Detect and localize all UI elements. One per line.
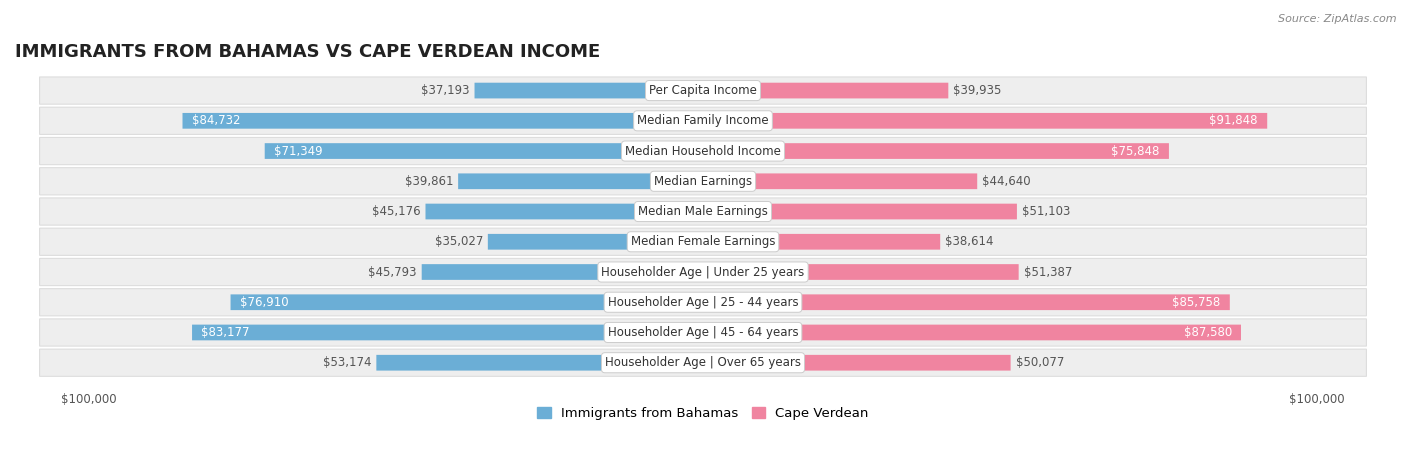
Text: $84,732: $84,732 bbox=[191, 114, 240, 127]
FancyBboxPatch shape bbox=[422, 264, 703, 280]
FancyBboxPatch shape bbox=[39, 107, 1367, 134]
Text: $87,580: $87,580 bbox=[1184, 326, 1232, 339]
FancyBboxPatch shape bbox=[488, 234, 703, 250]
Text: $51,103: $51,103 bbox=[1022, 205, 1070, 218]
FancyBboxPatch shape bbox=[231, 294, 703, 310]
Text: Median Household Income: Median Household Income bbox=[626, 145, 780, 157]
FancyBboxPatch shape bbox=[39, 319, 1367, 346]
Text: Median Female Earnings: Median Female Earnings bbox=[631, 235, 775, 248]
FancyBboxPatch shape bbox=[703, 204, 1017, 219]
FancyBboxPatch shape bbox=[703, 143, 1168, 159]
Text: Median Family Income: Median Family Income bbox=[637, 114, 769, 127]
Text: $53,174: $53,174 bbox=[323, 356, 371, 369]
FancyBboxPatch shape bbox=[703, 355, 1011, 371]
FancyBboxPatch shape bbox=[39, 168, 1367, 195]
Text: $71,349: $71,349 bbox=[274, 145, 322, 157]
Legend: Immigrants from Bahamas, Cape Verdean: Immigrants from Bahamas, Cape Verdean bbox=[531, 402, 875, 425]
FancyBboxPatch shape bbox=[39, 289, 1367, 316]
FancyBboxPatch shape bbox=[703, 173, 977, 189]
FancyBboxPatch shape bbox=[39, 137, 1367, 165]
Text: $45,176: $45,176 bbox=[373, 205, 420, 218]
Text: $37,193: $37,193 bbox=[422, 84, 470, 97]
Text: Householder Age | 45 - 64 years: Householder Age | 45 - 64 years bbox=[607, 326, 799, 339]
FancyBboxPatch shape bbox=[183, 113, 703, 129]
FancyBboxPatch shape bbox=[39, 258, 1367, 286]
Text: Householder Age | Over 65 years: Householder Age | Over 65 years bbox=[605, 356, 801, 369]
Text: $85,758: $85,758 bbox=[1173, 296, 1220, 309]
Text: $51,387: $51,387 bbox=[1024, 266, 1071, 278]
Text: $91,848: $91,848 bbox=[1209, 114, 1258, 127]
FancyBboxPatch shape bbox=[39, 77, 1367, 104]
FancyBboxPatch shape bbox=[703, 325, 1241, 340]
FancyBboxPatch shape bbox=[39, 198, 1367, 225]
FancyBboxPatch shape bbox=[475, 83, 703, 99]
Text: IMMIGRANTS FROM BAHAMAS VS CAPE VERDEAN INCOME: IMMIGRANTS FROM BAHAMAS VS CAPE VERDEAN … bbox=[15, 43, 600, 61]
FancyBboxPatch shape bbox=[426, 204, 703, 219]
FancyBboxPatch shape bbox=[703, 234, 941, 250]
Text: $35,027: $35,027 bbox=[434, 235, 482, 248]
Text: $50,077: $50,077 bbox=[1015, 356, 1064, 369]
FancyBboxPatch shape bbox=[703, 83, 948, 99]
Text: $76,910: $76,910 bbox=[240, 296, 288, 309]
FancyBboxPatch shape bbox=[39, 349, 1367, 376]
FancyBboxPatch shape bbox=[39, 228, 1367, 255]
Text: $38,614: $38,614 bbox=[945, 235, 994, 248]
Text: $83,177: $83,177 bbox=[201, 326, 250, 339]
Text: Source: ZipAtlas.com: Source: ZipAtlas.com bbox=[1278, 14, 1396, 24]
FancyBboxPatch shape bbox=[264, 143, 703, 159]
Text: Per Capita Income: Per Capita Income bbox=[650, 84, 756, 97]
Text: Householder Age | 25 - 44 years: Householder Age | 25 - 44 years bbox=[607, 296, 799, 309]
Text: Median Earnings: Median Earnings bbox=[654, 175, 752, 188]
Text: $45,793: $45,793 bbox=[368, 266, 416, 278]
Text: $39,935: $39,935 bbox=[953, 84, 1001, 97]
Text: Median Male Earnings: Median Male Earnings bbox=[638, 205, 768, 218]
Text: $44,640: $44,640 bbox=[983, 175, 1031, 188]
Text: $39,861: $39,861 bbox=[405, 175, 453, 188]
FancyBboxPatch shape bbox=[703, 113, 1267, 129]
FancyBboxPatch shape bbox=[458, 173, 703, 189]
FancyBboxPatch shape bbox=[377, 355, 703, 371]
FancyBboxPatch shape bbox=[703, 264, 1019, 280]
FancyBboxPatch shape bbox=[703, 294, 1230, 310]
Text: Householder Age | Under 25 years: Householder Age | Under 25 years bbox=[602, 266, 804, 278]
Text: $75,848: $75,848 bbox=[1111, 145, 1160, 157]
FancyBboxPatch shape bbox=[193, 325, 703, 340]
